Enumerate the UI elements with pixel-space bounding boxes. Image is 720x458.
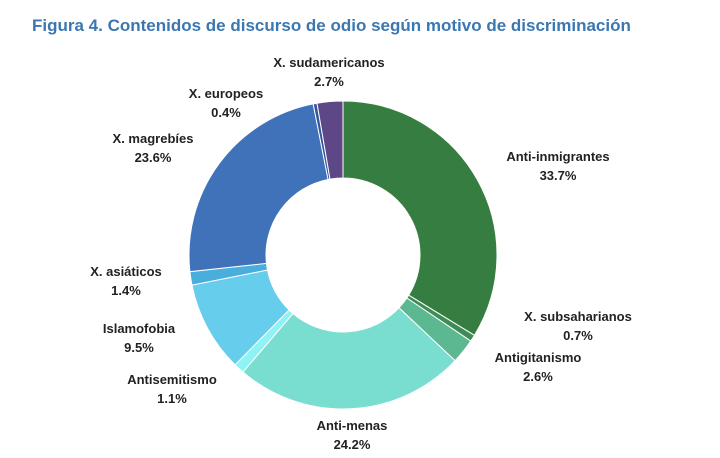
slice-label: Antigitanismo 2.6% (495, 350, 582, 384)
slice-value: 0.4% (211, 105, 241, 120)
slice-label: Anti-menas 24.2% (317, 418, 388, 452)
chart-title: Figura 4. Contenidos de discurso de odio… (32, 16, 631, 35)
slice-value: 24.2% (334, 437, 371, 452)
slice-value: 23.6% (135, 150, 172, 165)
slice-name: X. magrebíes (113, 131, 194, 146)
slice-x-magrebíes (188, 103, 329, 273)
slice-anti-menas (242, 307, 456, 410)
slice-label: X. subsaharianos 0.7% (524, 309, 632, 343)
slice-anti-inmigrantes (342, 100, 498, 337)
slice-value: 9.5% (124, 340, 154, 355)
slice-label: X. asiáticos 1.4% (90, 264, 162, 298)
slice-value: 0.7% (563, 328, 593, 343)
slice-name: Anti-inmigrantes (506, 149, 609, 164)
slice-name: Islamofobia (103, 321, 176, 336)
slice-name: Antisemitismo (127, 372, 217, 387)
slice-x-sudamericanos (316, 100, 344, 180)
slice-value: 2.6% (523, 369, 553, 384)
slice-label: X. europeos 0.4% (189, 86, 263, 120)
slice-name: Antigitanismo (495, 350, 582, 365)
slice-label: Antisemitismo 1.1% (127, 372, 217, 406)
slice-name: X. subsaharianos (524, 309, 632, 324)
slice-label: X. sudamericanos 2.7% (273, 55, 384, 89)
slice-value: 2.7% (314, 74, 344, 89)
slice-name: X. europeos (189, 86, 263, 101)
slice-label: X. magrebíes 23.6% (113, 131, 194, 165)
slice-label: Islamofobia 9.5% (103, 321, 176, 355)
slice-value: 33.7% (540, 168, 577, 183)
slice-value: 1.4% (111, 283, 141, 298)
slice-name: X. sudamericanos (273, 55, 384, 70)
slice-labels: Anti-inmigrantes 33.7% X. subsaharianos 0.7… (90, 55, 632, 452)
donut-slices (188, 100, 498, 410)
slice-name: X. asiáticos (90, 264, 162, 279)
slice-label: Anti-inmigrantes 33.7% (506, 149, 609, 183)
slice-value: 1.1% (157, 391, 187, 406)
slice-name: Anti-menas (317, 418, 388, 433)
